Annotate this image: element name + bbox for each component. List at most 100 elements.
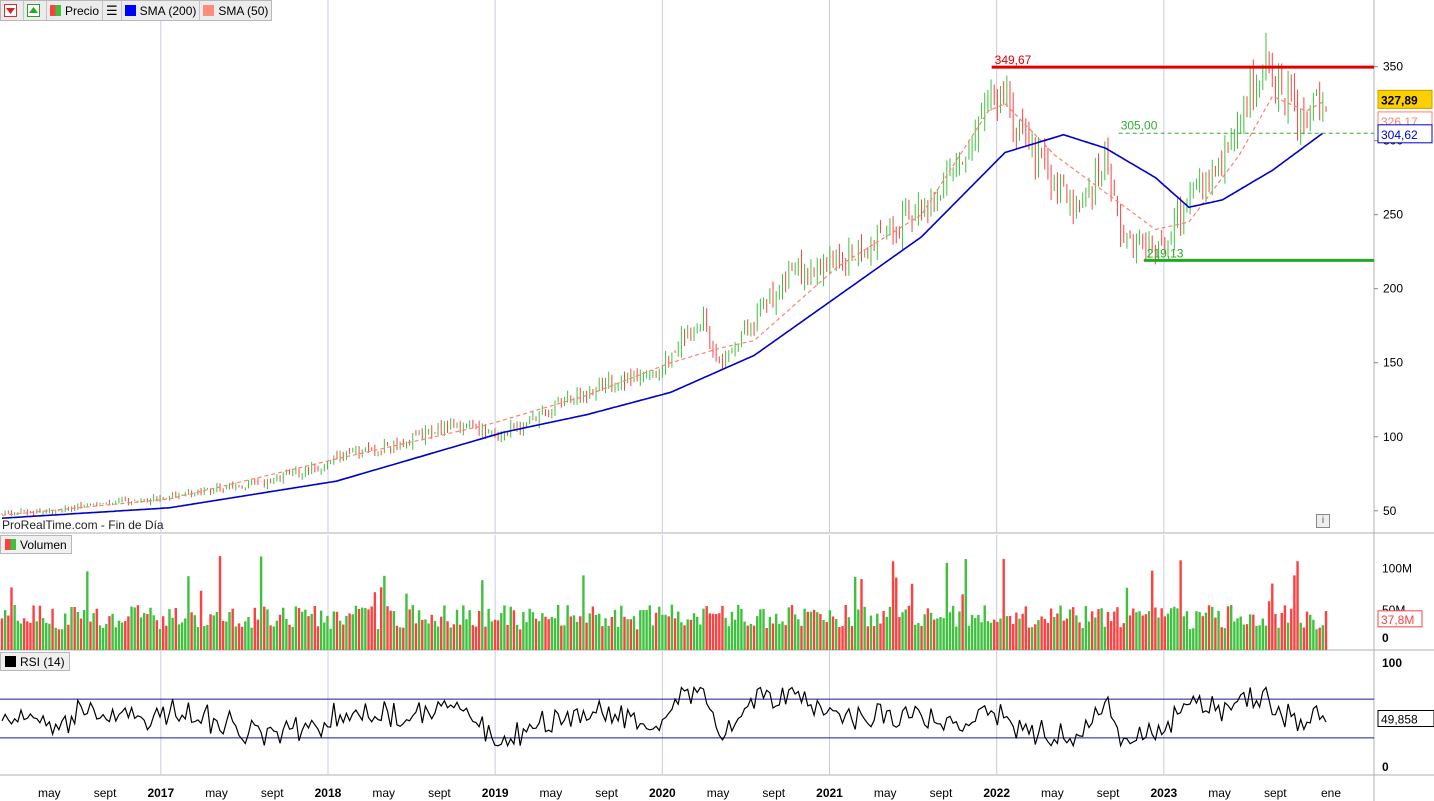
volume-bar [1090, 611, 1094, 650]
volume-bar [838, 627, 841, 650]
volume-bar [667, 616, 670, 650]
x-tick-label: sept [1264, 786, 1287, 800]
volume-bar [1305, 611, 1309, 650]
volume-bar [487, 608, 490, 650]
volume-bar [537, 621, 541, 650]
volume-bar [1236, 618, 1239, 650]
volume-bar [1286, 622, 1290, 650]
volume-bar [1290, 608, 1293, 650]
volume-bar [98, 625, 102, 650]
volume-bar [705, 606, 708, 650]
rsi-panel-label[interactable]: RSI (14) [0, 652, 70, 671]
volume-bar [1053, 616, 1056, 650]
volume-bar [1217, 610, 1220, 650]
x-tick-label: may [205, 786, 228, 800]
volume-bar [689, 619, 693, 650]
price-tick-label: 50 [1383, 504, 1397, 518]
volume-bar [1037, 620, 1040, 650]
volume-bar [1233, 621, 1236, 650]
volume-bar [117, 620, 121, 650]
volume-bar [89, 621, 92, 650]
buy-button[interactable] [24, 1, 47, 20]
info-icon[interactable]: i [1316, 514, 1330, 528]
volume-bar [323, 622, 326, 650]
volume-bar [806, 611, 809, 650]
volume-bar [392, 611, 396, 650]
volume-bar [579, 616, 582, 650]
volume-bar [582, 575, 585, 650]
volume-bar [449, 627, 452, 650]
volume-bar [383, 575, 386, 650]
volume-bar [86, 571, 89, 650]
rsi-swatch-icon [5, 656, 16, 667]
volume-bar [357, 608, 361, 650]
volume-bar [19, 623, 23, 650]
volume-bar [989, 622, 993, 650]
volume-bar [1119, 627, 1122, 650]
volume-bar [563, 625, 566, 650]
volume-bar [60, 629, 64, 650]
volume-bar [613, 609, 617, 650]
volume-bar [221, 620, 225, 650]
volume-bar [1034, 624, 1037, 650]
volume-bar [983, 605, 986, 650]
volume-bar [759, 609, 762, 650]
volume-bar [695, 616, 699, 650]
sma50-toggle[interactable]: SMA (50) [200, 1, 272, 20]
volume-bar [1059, 605, 1062, 650]
volume-bar [228, 611, 231, 650]
volume-bar [1271, 583, 1274, 650]
volume-bar [1166, 613, 1170, 650]
volume-bar [541, 613, 544, 650]
volume-bar [692, 613, 696, 650]
volume-bar [1283, 605, 1287, 650]
volume-bar [1021, 613, 1024, 650]
volume-bar [616, 626, 620, 650]
volume-bar [778, 623, 781, 650]
rsi-line [1, 685, 1327, 748]
volume-bar [1245, 624, 1249, 650]
volume-bar [635, 629, 639, 650]
volume-bar [376, 629, 380, 650]
volume-bar [237, 623, 241, 650]
volume-bar [560, 625, 563, 650]
volume-bar [203, 626, 206, 650]
volume-bar [455, 609, 459, 650]
volume-bar [1264, 625, 1268, 650]
indicator-list-button[interactable]: ☰ [103, 1, 122, 20]
volume-bar [1267, 601, 1271, 650]
volume-bar [259, 556, 263, 650]
volume-bar [250, 627, 253, 650]
volume-bar [727, 626, 730, 650]
volume-bar [10, 587, 13, 650]
volume-bar [961, 594, 964, 650]
x-tick-label: sept [595, 786, 618, 800]
volume-bar [398, 627, 402, 650]
volume-bar [781, 621, 784, 650]
sell-button[interactable] [1, 1, 24, 20]
volume-bar [1309, 614, 1312, 650]
volume-bar [307, 616, 310, 650]
volume-bar [932, 619, 936, 650]
volume-bar [1135, 612, 1138, 650]
volume-bar [1018, 618, 1021, 650]
volume-bar [749, 623, 753, 650]
volume-bar [411, 605, 414, 650]
volume-bar [1030, 627, 1034, 650]
x-tick-label: ene [1321, 786, 1341, 800]
sma200-toggle[interactable]: SMA (200) [121, 1, 201, 20]
price-series-toggle[interactable]: Precio [47, 1, 104, 20]
level-label-support: 219,13 [1147, 246, 1184, 260]
volume-panel-label[interactable]: Volumen [0, 535, 72, 554]
volume-bar [733, 619, 737, 650]
volume-bar [41, 618, 45, 650]
x-tick-label: sept [762, 786, 785, 800]
volume-bar [970, 614, 974, 650]
volume-last-value: 37,8M [1381, 613, 1414, 627]
volume-bar [651, 625, 655, 650]
x-tick-label: 2017 [147, 786, 174, 800]
volume-bar [1128, 615, 1132, 650]
volume-bar [955, 626, 958, 650]
volume-bar [1081, 628, 1084, 650]
volume-bar [673, 618, 677, 650]
